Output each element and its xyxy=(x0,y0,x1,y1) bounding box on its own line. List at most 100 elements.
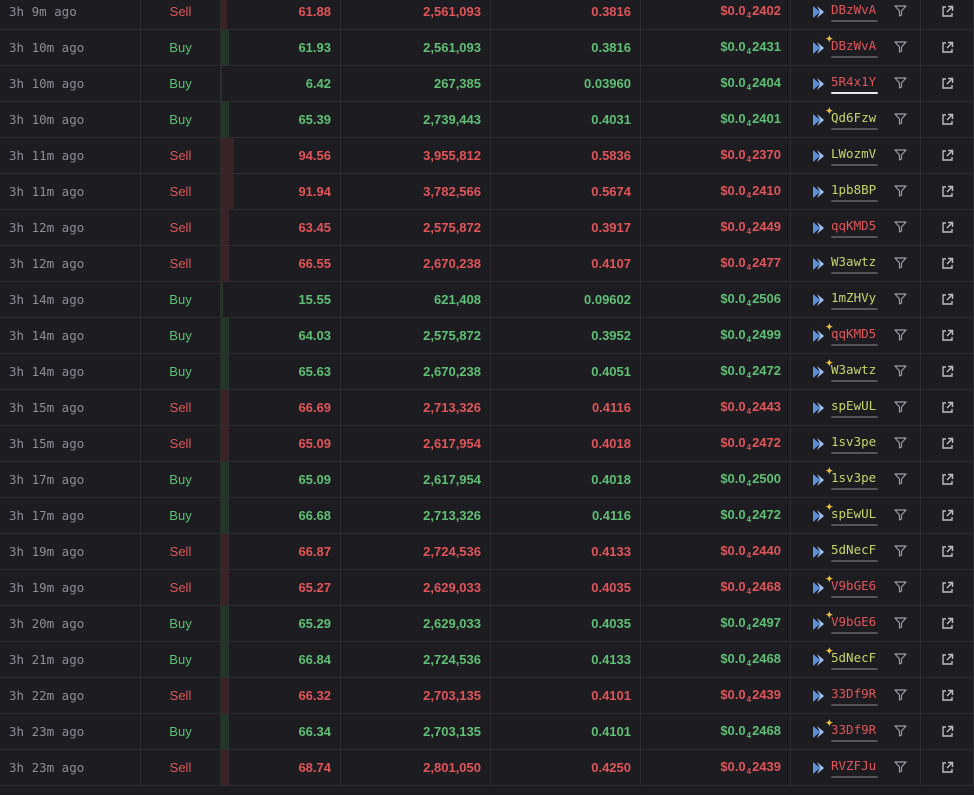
view-tx-button[interactable] xyxy=(921,390,974,425)
trade-time: 3h 15m ago xyxy=(0,390,141,425)
trade-time: 3h 19m ago xyxy=(0,570,141,605)
trade-usd-value: 65.39 xyxy=(221,102,341,137)
view-tx-button[interactable] xyxy=(921,606,974,641)
filter-icon[interactable] xyxy=(894,472,907,488)
filter-icon[interactable] xyxy=(894,40,907,56)
trade-sol-amount: 0.4101 xyxy=(491,678,641,713)
maker-address-link[interactable]: 5dNecF xyxy=(831,650,878,670)
filter-icon[interactable] xyxy=(894,400,907,416)
trade-type: Buy xyxy=(141,102,221,137)
maker-address-link[interactable]: spEwUL xyxy=(831,398,878,418)
maker-address-link[interactable]: LWozmV xyxy=(831,146,878,166)
chevron-bot-icon xyxy=(811,688,827,704)
chevron-bot-icon xyxy=(811,292,827,308)
maker-address-link[interactable]: DBzWvA xyxy=(831,2,878,22)
view-tx-button[interactable] xyxy=(921,426,974,461)
maker-underline xyxy=(831,379,878,382)
trade-usd-value: 66.68 xyxy=(221,498,341,533)
maker-address-link[interactable]: spEwUL xyxy=(831,506,878,526)
chevron-bot-icon xyxy=(811,760,827,776)
table-row: 3h 12m ago Sell 66.55 2,670,238 0.4107 $… xyxy=(0,246,974,282)
view-tx-button[interactable] xyxy=(921,0,974,29)
filter-icon[interactable] xyxy=(894,76,907,92)
maker-address-link[interactable]: W3awtz xyxy=(831,362,878,382)
maker-address-link[interactable]: 1pb8BP xyxy=(831,182,878,202)
filter-icon[interactable] xyxy=(894,112,907,128)
maker-address-link[interactable]: DBzWvA xyxy=(831,38,878,58)
maker-address-link[interactable]: 1sv3pe xyxy=(831,434,878,454)
maker-address-link[interactable]: 1sv3pe xyxy=(831,470,878,490)
view-tx-button[interactable] xyxy=(921,714,974,749)
maker-address-link[interactable]: W3awtz xyxy=(831,254,878,274)
view-tx-button[interactable] xyxy=(921,282,974,317)
filter-icon[interactable] xyxy=(894,256,907,272)
filter-icon[interactable] xyxy=(894,580,907,596)
filter-icon[interactable] xyxy=(894,292,907,308)
filter-icon[interactable] xyxy=(894,148,907,164)
view-tx-button[interactable] xyxy=(921,138,974,173)
trade-maker: ✦ qqKMD5 xyxy=(791,318,921,353)
trade-usd-value: 65.29 xyxy=(221,606,341,641)
sparkle-icon: ✦ xyxy=(825,465,833,476)
trade-maker: 1pb8BP xyxy=(791,174,921,209)
trade-type: Buy xyxy=(141,282,221,317)
maker-address-link[interactable]: 5R4x1Y xyxy=(831,74,878,94)
view-tx-button[interactable] xyxy=(921,642,974,677)
maker-address-link[interactable]: qqKMD5 xyxy=(831,326,878,346)
trade-type: Buy xyxy=(141,318,221,353)
maker-address-link[interactable]: RVZFJu xyxy=(831,758,878,778)
filter-icon[interactable] xyxy=(894,4,907,20)
table-row: 3h 12m ago Sell 63.45 2,575,872 0.3917 $… xyxy=(0,210,974,246)
external-link-icon xyxy=(941,689,954,702)
volume-bar xyxy=(221,174,235,209)
view-tx-button[interactable] xyxy=(921,30,974,65)
maker-address-link[interactable]: 33Df9R xyxy=(831,722,878,742)
maker-underline xyxy=(831,343,878,346)
filter-icon[interactable] xyxy=(894,220,907,236)
chevron-bot-icon: ✦ xyxy=(811,358,833,380)
filter-icon[interactable] xyxy=(894,760,907,776)
maker-address-link[interactable]: V9bGE6 xyxy=(831,578,878,598)
filter-icon[interactable] xyxy=(894,724,907,740)
view-tx-button[interactable] xyxy=(921,462,974,497)
filter-icon[interactable] xyxy=(894,688,907,704)
filter-icon[interactable] xyxy=(894,364,907,380)
filter-icon[interactable] xyxy=(894,508,907,524)
view-tx-button[interactable] xyxy=(921,174,974,209)
external-link-icon xyxy=(941,185,954,198)
maker-underline xyxy=(831,667,878,670)
view-tx-button[interactable] xyxy=(921,210,974,245)
view-tx-button[interactable] xyxy=(921,318,974,353)
view-tx-button[interactable] xyxy=(921,750,974,785)
view-tx-button[interactable] xyxy=(921,246,974,281)
maker-address-link[interactable]: V9bGE6 xyxy=(831,614,878,634)
maker-underline xyxy=(831,91,878,94)
trade-usd-value: 66.55 xyxy=(221,246,341,281)
filter-icon[interactable] xyxy=(894,616,907,632)
trade-token-amount: 2,801,050 xyxy=(341,750,491,785)
external-link-icon xyxy=(941,293,954,306)
filter-icon[interactable] xyxy=(894,436,907,452)
maker-underline xyxy=(831,55,878,58)
maker-address-link[interactable]: qqKMD5 xyxy=(831,218,878,238)
trade-price: $0.042402 xyxy=(641,0,791,29)
filter-icon[interactable] xyxy=(894,328,907,344)
maker-address-link[interactable]: 1mZHVy xyxy=(831,290,878,310)
view-tx-button[interactable] xyxy=(921,102,974,137)
view-tx-button[interactable] xyxy=(921,678,974,713)
filter-icon[interactable] xyxy=(894,544,907,560)
view-tx-button[interactable] xyxy=(921,354,974,389)
chevron-bot-icon: ✦ xyxy=(811,646,833,668)
view-tx-button[interactable] xyxy=(921,66,974,101)
trade-token-amount: 2,629,033 xyxy=(341,570,491,605)
filter-icon[interactable] xyxy=(894,184,907,200)
maker-address-link[interactable]: 5dNecF xyxy=(831,542,878,562)
view-tx-button[interactable] xyxy=(921,498,974,533)
volume-bar xyxy=(221,678,230,713)
maker-address-link[interactable]: Qd6Fzw xyxy=(831,110,878,130)
filter-icon[interactable] xyxy=(894,652,907,668)
view-tx-button[interactable] xyxy=(921,570,974,605)
maker-address-link[interactable]: 33Df9R xyxy=(831,686,878,706)
trade-time: 3h 14m ago xyxy=(0,354,141,389)
view-tx-button[interactable] xyxy=(921,534,974,569)
